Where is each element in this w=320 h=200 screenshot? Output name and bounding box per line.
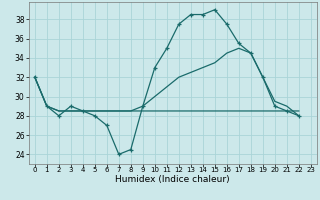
X-axis label: Humidex (Indice chaleur): Humidex (Indice chaleur)	[116, 175, 230, 184]
